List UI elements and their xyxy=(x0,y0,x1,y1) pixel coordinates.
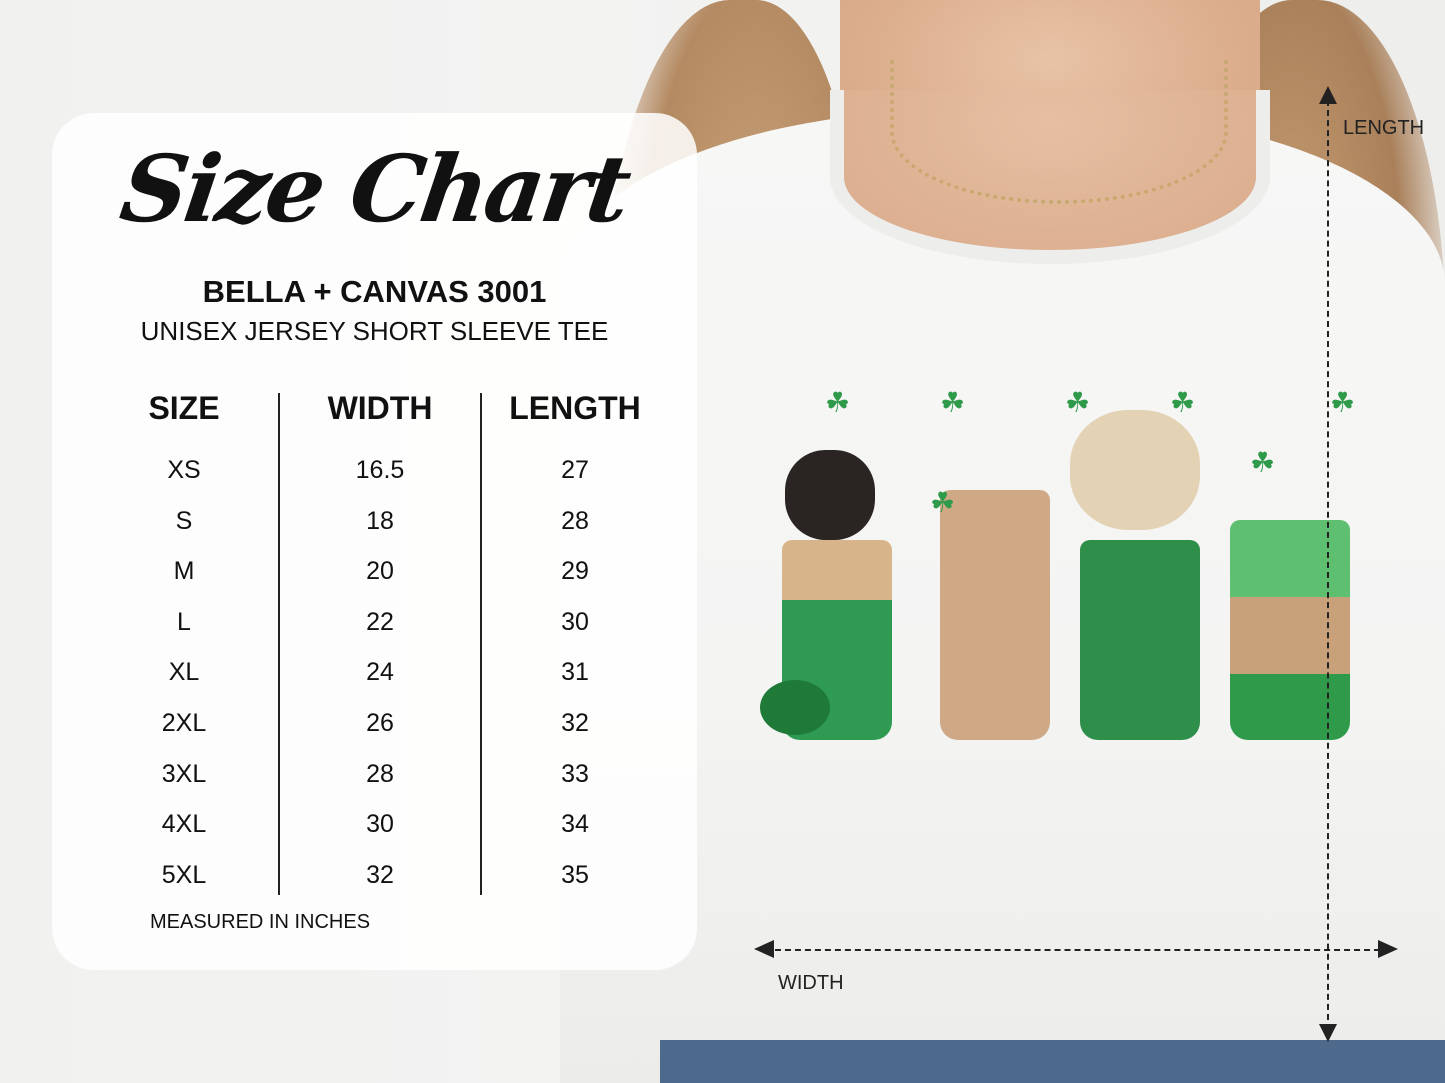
fawn-pug xyxy=(1070,410,1200,530)
shamrock-icon: ☘ xyxy=(825,387,851,418)
cell-width: 24 xyxy=(366,658,394,687)
cell-width: 28 xyxy=(366,759,394,788)
cell-size: 3XL xyxy=(161,759,207,788)
pug-drinks-graphic: ☘ ☘ ☘ ☘ ☘ ☘ ☘ xyxy=(760,387,1400,770)
jeans xyxy=(660,1040,1445,1083)
cell-width: 32 xyxy=(366,860,394,889)
necklace xyxy=(890,60,1228,204)
cell-size: L xyxy=(177,607,191,636)
cell-length: 33 xyxy=(561,759,589,788)
arrow-down-icon xyxy=(1319,1024,1337,1042)
brand-model: BELLA + CANVAS 3001 xyxy=(202,274,547,309)
cell-size: XS xyxy=(167,456,201,484)
cell-length: 27 xyxy=(561,456,589,484)
cell-width: 22 xyxy=(366,607,394,636)
cup xyxy=(940,490,1050,740)
length-measure-line xyxy=(1327,100,1329,1030)
cell-length: 35 xyxy=(561,860,589,889)
shamrock-icon: ☘ xyxy=(1170,387,1196,418)
cup xyxy=(1080,540,1200,740)
column-divider xyxy=(480,393,482,895)
cell-size: 5XL xyxy=(161,860,207,889)
pot-of-gold xyxy=(760,680,830,735)
cell-width: 20 xyxy=(366,557,394,586)
arrow-left-icon xyxy=(754,940,774,958)
cell-length: 28 xyxy=(561,506,589,535)
cell-length: 30 xyxy=(561,607,589,636)
cell-size: M xyxy=(173,557,195,586)
size-chart-title: Size Chart xyxy=(114,135,635,243)
shamrock-icon: ☘ xyxy=(930,487,956,518)
cell-width: 18 xyxy=(366,506,394,535)
cell-width: 16.5 xyxy=(355,456,405,484)
cell-length: 29 xyxy=(561,557,589,586)
cell-length: 32 xyxy=(561,709,589,737)
cell-width: 26 xyxy=(366,709,394,737)
header-size: SIZE xyxy=(148,390,220,426)
shamrock-icon: ☘ xyxy=(1065,387,1091,418)
shamrock-icon: ☘ xyxy=(1250,447,1276,478)
arrow-right-icon xyxy=(1378,940,1398,958)
units-note: MEASURED IN INCHES xyxy=(150,911,371,933)
cell-size: 2XL xyxy=(161,709,207,737)
cell-size: S xyxy=(175,506,193,535)
shamrock-icon: ☘ xyxy=(940,387,966,418)
column-divider xyxy=(278,393,280,895)
black-pug xyxy=(785,450,875,540)
product-name: UNISEX JERSEY SHORT SLEEVE TEE xyxy=(140,316,609,346)
header-length: LENGTH xyxy=(509,390,641,426)
width-label: WIDTH xyxy=(778,972,844,994)
cup xyxy=(1230,520,1350,740)
cell-length: 34 xyxy=(561,810,589,839)
shamrock-icon: ☘ xyxy=(1330,387,1356,418)
width-measure-line xyxy=(765,949,1390,951)
cell-width: 30 xyxy=(366,810,394,839)
header-width: WIDTH xyxy=(327,390,433,426)
length-label: LENGTH xyxy=(1343,117,1425,139)
size-chart-panel xyxy=(52,113,697,970)
cell-size: XL xyxy=(168,658,200,687)
cell-length: 31 xyxy=(561,658,589,687)
arrow-up-icon xyxy=(1319,86,1337,104)
cell-size: 4XL xyxy=(161,810,207,839)
